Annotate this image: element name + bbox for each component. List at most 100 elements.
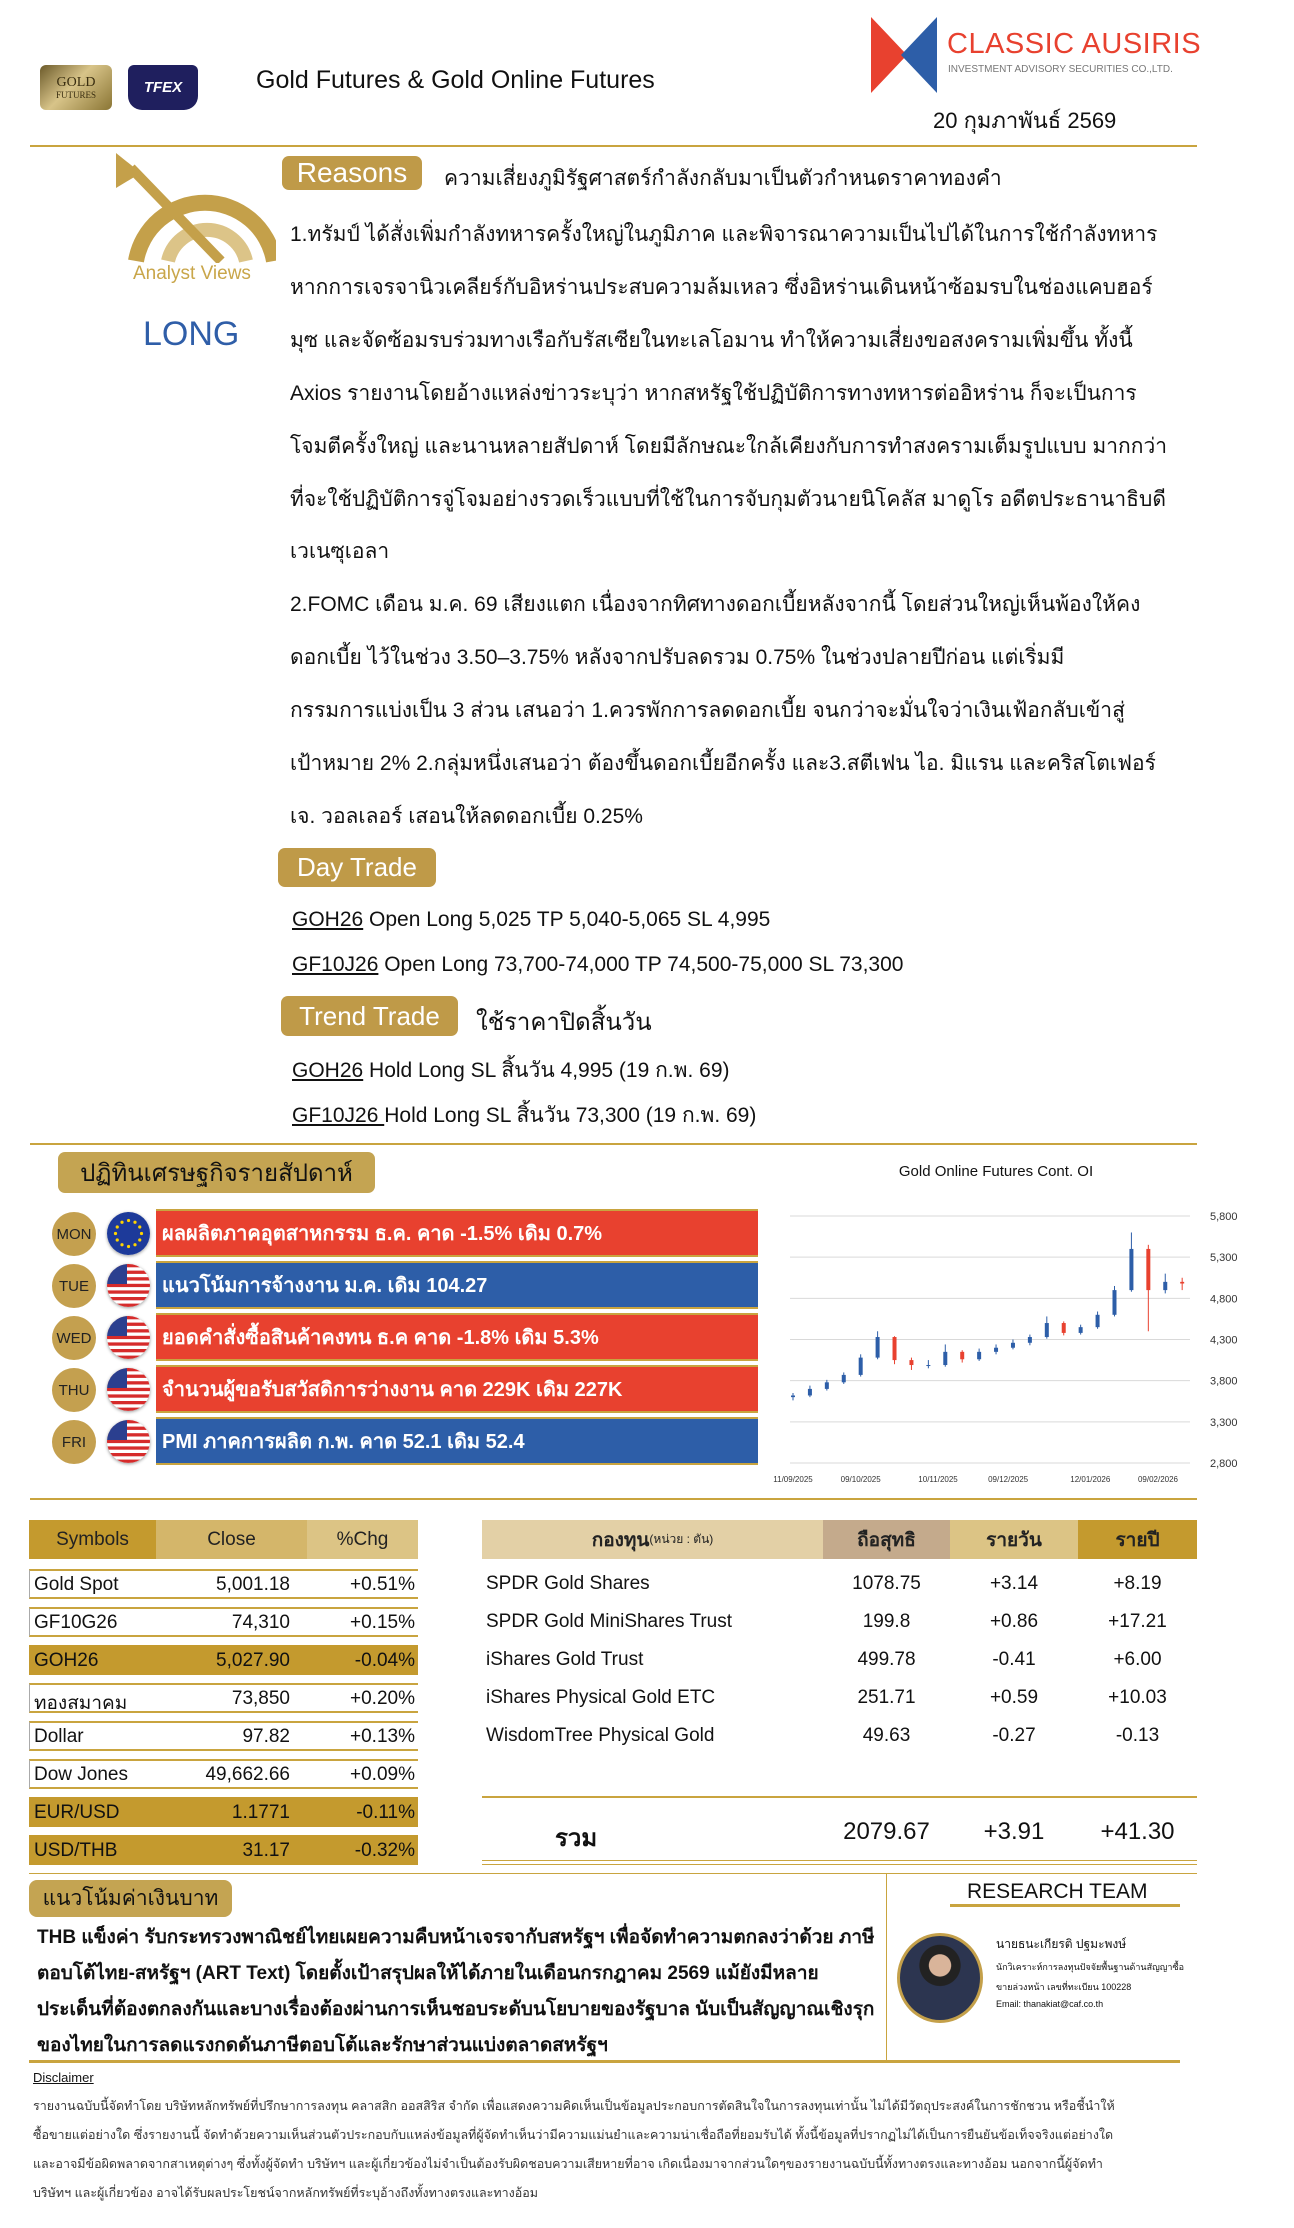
- market-row: USD/THB 31.17 -0.32%: [29, 1835, 418, 1865]
- day-trade-item: GOH26 Open Long 5,025 TP 5,040-5,065 SL …: [292, 908, 770, 932]
- fund-daily: -0.27: [992, 1725, 1036, 1746]
- company-name: CLASSIC AUSIRIS: [947, 28, 1202, 60]
- close-cell: 31.17: [242, 1840, 290, 1861]
- market-row: GF10G26 74,310 +0.15%: [29, 1607, 418, 1637]
- calendar-event: ผลผลิตภาคอุตสาหกรรม ธ.ค. คาด -1.5% เดิม …: [156, 1209, 758, 1257]
- trend-trade-badge: Trend Trade: [281, 996, 458, 1036]
- candle-body: [791, 1395, 795, 1398]
- fund-header-daily: รายวัน: [950, 1520, 1078, 1559]
- reason-line: เวเนซุเอลา: [290, 540, 390, 564]
- header-divider: [30, 145, 1197, 147]
- fund-header-unit: (หน่วย : ตัน): [649, 1532, 714, 1546]
- calendar-row: FRI PMI ภาคการผลิต ก.พ. คาด 52.1 เดิม 52.…: [50, 1415, 760, 1467]
- analyst-email[interactable]: Email: thanakiat@caf.co.th: [996, 1999, 1104, 2009]
- y-tick-label: 5,300: [1210, 1252, 1238, 1264]
- trade-detail: Hold Long SL สิ้นวัน 4,995 (19 ก.พ. 69): [363, 1059, 730, 1082]
- close-cell: 49,662.66: [205, 1764, 290, 1785]
- trade-detail: Open Long 73,700-74,000 TP 74,500-75,000…: [378, 953, 904, 976]
- fund-name: iShares Physical Gold ETC: [486, 1687, 716, 1708]
- total-label: รวม: [555, 1825, 598, 1852]
- market-row: Dow Jones 49,662.66 +0.09%: [29, 1759, 418, 1789]
- analyst-position: นักวิเคราะห์การลงทุนปัจจัยพื้นฐานด้านสัญ…: [996, 1962, 1184, 1972]
- fund-holding: 1078.75: [852, 1573, 921, 1594]
- total-yearly: +41.30: [1100, 1818, 1175, 1845]
- calendar-title-badge: ปฏิทินเศรษฐกิจรายสัปดาห์: [58, 1152, 375, 1193]
- chg-cell: +0.15%: [350, 1612, 415, 1633]
- fund-daily: +0.59: [989, 1687, 1039, 1708]
- symbol-cell: GF10G26: [34, 1612, 118, 1633]
- x-tick-label: 09/10/2025: [841, 1475, 882, 1484]
- symbol-cell: EUR/USD: [34, 1802, 120, 1823]
- thb-line: ตอบโต้ไทย-สหรัฐฯ (ART Text) โดยตั้งเป้าส…: [37, 1963, 819, 1984]
- market-row: EUR/USD 1.1771 -0.11%: [29, 1797, 418, 1827]
- fund-header-name-text: กองทุน: [591, 1529, 650, 1551]
- x-tick-label: 09/02/2026: [1138, 1475, 1179, 1484]
- symbol: GOH26: [292, 908, 364, 931]
- close-cell: 97.82: [242, 1726, 290, 1747]
- fund-yearly: +17.21: [1108, 1611, 1167, 1632]
- chg-cell: +0.51%: [350, 1574, 415, 1595]
- chg-cell: -0.32%: [354, 1840, 415, 1861]
- market-row: GOH26 5,027.90 -0.04%: [29, 1645, 418, 1675]
- fund-name: iShares Gold Trust: [486, 1649, 644, 1670]
- market-header-chg: %Chg: [307, 1520, 418, 1559]
- thb-line: ประเด็นที่ต้องตกลงกันและบางเรื่องต้องผ่า…: [37, 1999, 875, 2020]
- y-tick-label: 5,800: [1210, 1211, 1238, 1223]
- tfex-logo-text: TFEX: [143, 79, 183, 96]
- reason-line: 2.FOMC เดือน ม.ค. 69 เสียงแตก เนื่องจากท…: [290, 593, 1141, 617]
- day-badge: THU: [52, 1368, 96, 1412]
- fund-yearly: +6.00: [1113, 1649, 1162, 1670]
- y-tick-label: 3,300: [1210, 1417, 1238, 1429]
- thb-line: ของไทยในการลดแรงกดดันภาษีตอบโต้และรักษาส…: [37, 2035, 608, 2056]
- calendar-event: จำนวนผู้ขอรับสวัสดิการว่างงาน คาด 229K เ…: [156, 1365, 758, 1413]
- fund-header-name: กองทุน (หน่วย : ตัน): [482, 1520, 823, 1559]
- candle-body: [1010, 1342, 1015, 1348]
- calendar-row: MON ผลผลิตภาคอุตสาหกรรม ธ.ค. คาด -1.5% เด…: [50, 1207, 760, 1259]
- fund-holding: 199.8: [862, 1611, 911, 1632]
- x-tick-label: 10/11/2025: [918, 1475, 958, 1484]
- close-cell: 73,850: [231, 1688, 290, 1709]
- day-badge: TUE: [52, 1264, 96, 1308]
- us-flag-icon: [107, 1368, 150, 1411]
- candle-body: [1044, 1323, 1049, 1338]
- fund-daily: +0.86: [989, 1611, 1039, 1632]
- reason-line: เป้าหมาย 2% 2.กลุ่มหนึ่งเสนอว่า ต้องขึ้น…: [290, 752, 1156, 775]
- x-tick-label: 09/12/2025: [988, 1475, 1029, 1484]
- candle-body: [841, 1374, 846, 1383]
- analyst-views-label: Analyst Views: [133, 263, 251, 284]
- x-tick-label: 12/01/2026: [1070, 1475, 1111, 1484]
- report-title: Gold Futures & Gold Online Futures: [256, 66, 655, 94]
- symbol-cell: GOH26: [34, 1650, 99, 1671]
- fund-yearly: -0.13: [1115, 1725, 1160, 1746]
- candle-body: [858, 1357, 863, 1375]
- market-header-symbols: Symbols: [29, 1520, 156, 1559]
- eu-flag-icon: [107, 1212, 150, 1255]
- calendar-row: THU จำนวนผู้ขอรับสวัสดิการว่างงาน คาด 229…: [50, 1363, 760, 1415]
- x-tick-label: 11/09/2025: [773, 1475, 813, 1484]
- trend-trade-item: GF10J26 Hold Long SL สิ้นวัน 73,300 (19 …: [292, 1099, 756, 1132]
- reason-line: เจ. วอลเลอร์ เสอนให้ลดดอกเบี้ย 0.25%: [290, 804, 643, 828]
- section-divider: [29, 2060, 1180, 2063]
- reason-line: Axios รายงานโดยอ้างแหล่งข่าวระบุว่า หากส…: [290, 381, 1137, 405]
- candle-body: [1129, 1248, 1134, 1291]
- fund-name: SPDR Gold Shares: [486, 1573, 650, 1594]
- research-underline: [950, 1904, 1180, 1907]
- calendar-event: ยอดคำสั่งซื้อสินค้าคงทน ธ.ค คาด -1.8% เด…: [156, 1313, 758, 1361]
- candle-body: [1061, 1323, 1066, 1333]
- fund-header-yearly: รายปี: [1078, 1520, 1197, 1559]
- trade-detail: Open Long 5,025 TP 5,040-5,065 SL 4,995: [363, 908, 771, 931]
- y-tick-label: 4,800: [1210, 1293, 1238, 1305]
- fund-yearly: +8.19: [1113, 1573, 1162, 1594]
- candle-body: [824, 1382, 829, 1389]
- disclaimer-line: รายงานฉบับนี้จัดทำโดย บริษัทหลักทรัพย์ที…: [33, 2099, 1115, 2113]
- thb-badge: แนวโน้มค่าเงินบาท: [29, 1880, 232, 1917]
- close-cell: 5,027.90: [216, 1650, 290, 1671]
- y-tick-label: 3,800: [1210, 1376, 1238, 1388]
- report-date: 20 กุมภาพันธ์ 2569: [933, 108, 1117, 133]
- candle-body: [1146, 1248, 1151, 1291]
- symbol-cell: Dollar: [34, 1726, 84, 1747]
- fund-holding: 499.78: [857, 1649, 916, 1670]
- analyst-view: LONG: [143, 315, 240, 353]
- chg-cell: -0.11%: [356, 1802, 415, 1823]
- candle-body: [943, 1351, 948, 1366]
